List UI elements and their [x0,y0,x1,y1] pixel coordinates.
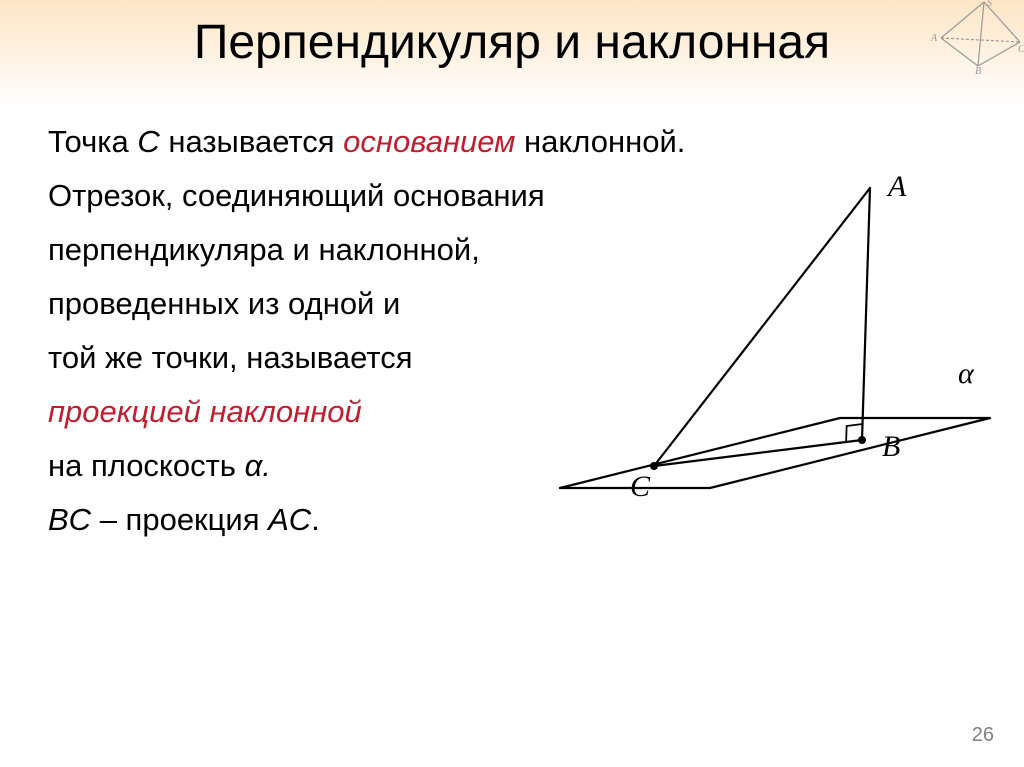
svg-text:A: A [886,170,907,203]
svg-text:B: B [975,66,981,74]
slide: Перпендикуляр и наклонная SABC Точка C н… [0,0,1024,767]
svg-text:C: C [630,470,651,503]
corner-pyramid-icon: S A B C [928,0,1024,74]
slide-title: Перпендикуляр и наклонная [0,15,1024,70]
svg-text:B: B [882,430,900,463]
title-text: Перпендикуляр и наклонная [194,16,830,69]
page-number: 26 [972,724,994,747]
geometry-diagram: A B Cα [540,158,1000,538]
svg-text:α: α [958,357,975,390]
svg-text:A: A [930,33,938,44]
svg-text:C: C [1018,44,1024,55]
svg-text:S: S [987,0,992,9]
term-foundation: основанием [343,124,515,159]
